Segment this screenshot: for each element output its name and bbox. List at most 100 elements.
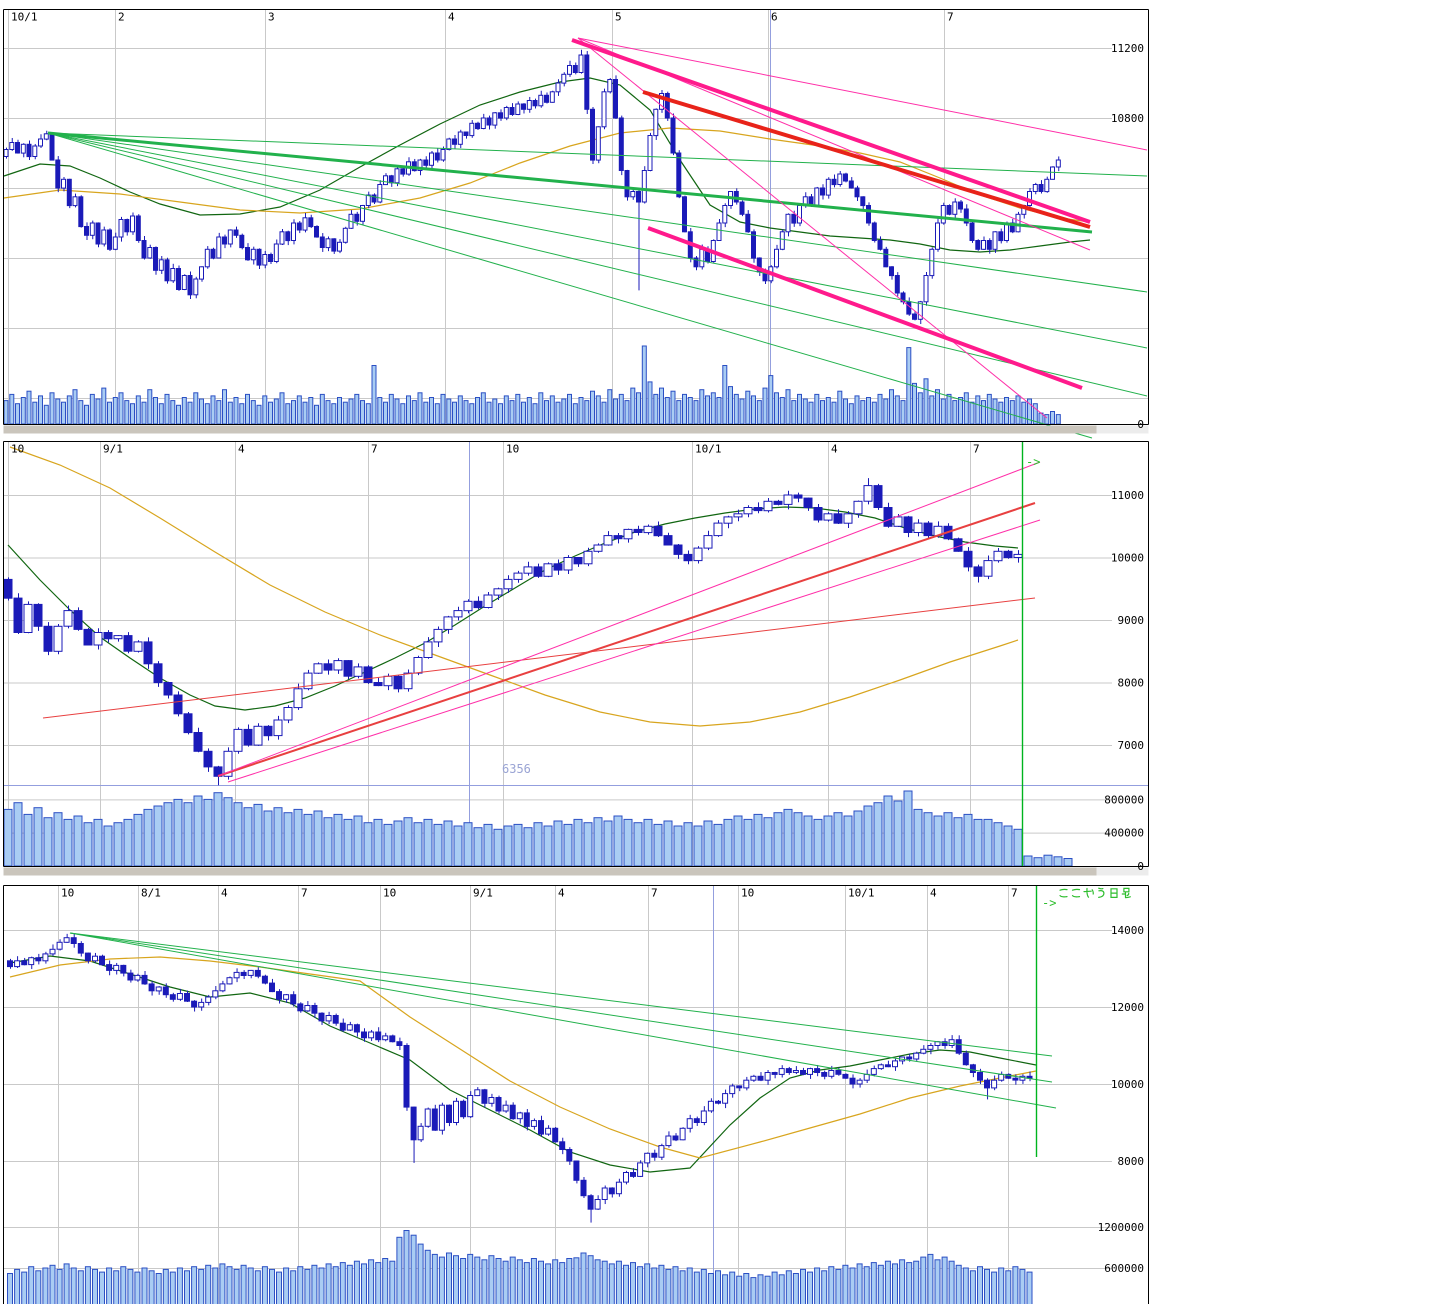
candle-up (440, 149, 446, 161)
candle-up (283, 707, 293, 721)
candle-down (800, 1070, 806, 1075)
candle-up (279, 231, 285, 245)
scrollbar-thumb[interactable] (3, 425, 1097, 434)
trend-line-red2 (217, 502, 1036, 777)
candle-up (480, 117, 486, 129)
x-axis-label: 10 (741, 887, 754, 900)
trend-line-green (47, 132, 1093, 439)
chart-panel-daily-chart[interactable]: 10/1 2 3 4 5 6 7 11200 10800 0 (3, 9, 1149, 439)
volume-bar (346, 1264, 353, 1304)
trend-line-magenta (577, 37, 1048, 419)
candle-down (239, 234, 245, 249)
volume-axis-label: 0 (1137, 860, 1144, 873)
x-axis-label: 7 (973, 443, 980, 456)
candle-up (155, 986, 162, 992)
price-axis-label: 11000 (1111, 489, 1144, 502)
trend-line-green (47, 132, 1148, 349)
candle-up (368, 1031, 375, 1039)
volume-bar (43, 404, 49, 425)
volume-bar (7, 1273, 13, 1304)
candle-down (613, 535, 623, 540)
chart-panel-long-weekly-chart[interactable]: 10 8/1 4 7 10 9/1 4 7 10 10/1 4 7 14000 12000 10000 800… (3, 885, 1149, 1304)
volume-bar (906, 1262, 913, 1304)
candle-down (693, 1118, 700, 1123)
candle-down (55, 159, 61, 189)
candle-up (360, 205, 365, 222)
candle-down (814, 1068, 821, 1073)
candle-up (523, 566, 533, 574)
volume-bar (89, 393, 95, 425)
candle-up (423, 641, 433, 659)
panel-border (3, 9, 1149, 425)
volume-bar (467, 1253, 474, 1304)
chart-panel-weekly-chart[interactable]: 10 9/1 4 7 10 10/1 4 7 11000 10000 9000 8000 7000 800… (3, 441, 1149, 876)
candle-down (873, 485, 883, 509)
volume-bar (473, 827, 483, 867)
candle-down (820, 187, 825, 196)
volume-bar (636, 392, 641, 425)
candle-up (253, 725, 263, 746)
price-axis-label: 8000 (1118, 677, 1145, 690)
candle-down (580, 1179, 587, 1197)
volume-bar (969, 401, 975, 425)
volume-bar (940, 398, 946, 425)
scrollbar-thumb[interactable] (3, 867, 1097, 876)
volume-bar (153, 805, 163, 867)
candle-up (952, 201, 958, 215)
candle-down (99, 955, 105, 966)
volume-bar (733, 815, 743, 867)
candle-down (148, 983, 155, 992)
candle-down (523, 1112, 530, 1127)
candle-up (948, 1039, 955, 1046)
volume-bar (283, 812, 293, 867)
volume-bar (502, 1260, 509, 1304)
volume-bar (424, 1249, 431, 1304)
candle-up (382, 1035, 389, 1041)
volume-bar (523, 827, 533, 867)
candle-down (587, 1195, 594, 1210)
volume-bar (410, 1234, 417, 1304)
volume-bar (866, 397, 871, 425)
volume-bar (483, 823, 493, 867)
volume-bar (434, 403, 440, 425)
volume-bar (83, 822, 93, 867)
volume-bar (460, 1258, 467, 1304)
volume-bar (1026, 1271, 1033, 1304)
x-axis-label: 10/1 (695, 443, 722, 456)
volume-bar (389, 1260, 396, 1304)
volume-bar (633, 822, 643, 867)
candle-down (339, 1022, 346, 1031)
candle-up (578, 54, 584, 73)
volume-bar (53, 812, 63, 867)
candle-up (1004, 222, 1009, 241)
candle-down (120, 964, 127, 974)
candle-up (992, 231, 998, 250)
volume-bar (899, 1259, 906, 1304)
volume-bar (423, 401, 429, 425)
volume-bar (417, 1243, 424, 1304)
candle-up (991, 1079, 998, 1089)
candle-up (927, 1045, 934, 1050)
volume-bar (593, 817, 603, 867)
volume-bar (563, 823, 573, 867)
volume-bar (583, 822, 593, 867)
candle-up (353, 666, 363, 677)
volume-bar (900, 400, 906, 425)
candle-down (923, 522, 933, 537)
volume-bar (148, 1270, 155, 1304)
x-axis-label: 4 (448, 11, 455, 24)
candle-down (941, 1041, 948, 1046)
volume-bar (929, 395, 935, 425)
volume-bar (566, 1258, 573, 1304)
x-axis-label: 7 (371, 443, 378, 456)
candle-down (682, 196, 687, 233)
candle-up (503, 578, 513, 590)
candle-up (920, 1048, 927, 1054)
trend-lines-layer (42, 461, 1041, 783)
kana-glyph (1083, 887, 1094, 898)
volume-bar (446, 1252, 452, 1304)
candle-down (590, 108, 595, 161)
candle-down (403, 1045, 410, 1108)
volume-bar (715, 1270, 721, 1304)
